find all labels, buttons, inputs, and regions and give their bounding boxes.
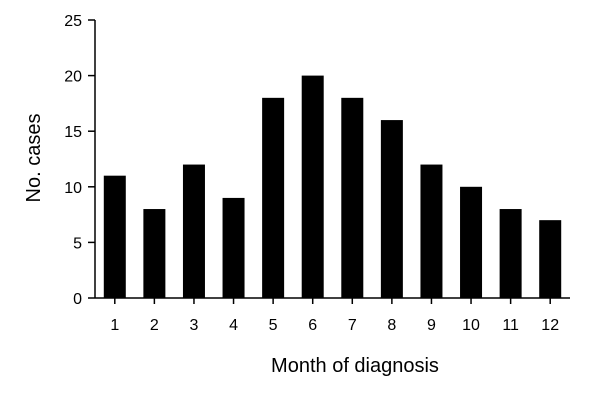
bar-month-6 [301, 75, 324, 298]
x-tick-label: 7 [348, 317, 357, 334]
bar-month-8 [380, 120, 403, 298]
bar-month-11 [499, 209, 522, 298]
x-tick-label: 10 [462, 317, 480, 334]
x-tick-label: 11 [502, 317, 519, 334]
y-axis: 0 5 10 15 20 25 [64, 13, 96, 308]
bar-month-2 [143, 209, 166, 298]
x-tick-label: 3 [190, 317, 199, 334]
bar-month-9 [420, 164, 443, 298]
bar-month-10 [460, 186, 483, 298]
x-tick-label: 12 [541, 317, 559, 334]
bar-month-5 [262, 97, 285, 298]
x-tick-label: 2 [150, 317, 159, 334]
bar-month-4 [222, 197, 245, 298]
y-axis-title: No. cases [23, 114, 45, 203]
y-tick-label: 25 [64, 13, 82, 30]
x-tick-label: 8 [387, 317, 396, 334]
y-tick-label: 5 [73, 235, 82, 252]
x-tick-label: 1 [110, 317, 119, 334]
y-tick-label: 0 [73, 291, 82, 308]
x-tick-label: 4 [229, 317, 238, 334]
y-tick-label: 15 [64, 124, 82, 141]
bars [103, 75, 562, 298]
bar-month-12 [539, 220, 562, 298]
x-axis: 1 2 3 4 5 6 7 8 9 10 11 12 [95, 297, 570, 334]
y-tick-label: 20 [64, 69, 82, 86]
x-tick-label: 5 [269, 317, 278, 334]
x-tick-label: 9 [427, 317, 436, 334]
bar-month-1 [103, 175, 126, 298]
x-axis-title: Month of diagnosis [271, 355, 439, 377]
x-tick-label: 6 [308, 317, 317, 334]
y-tick-label: 10 [64, 180, 82, 197]
bar-month-3 [182, 164, 205, 298]
bar-month-7 [341, 97, 364, 298]
